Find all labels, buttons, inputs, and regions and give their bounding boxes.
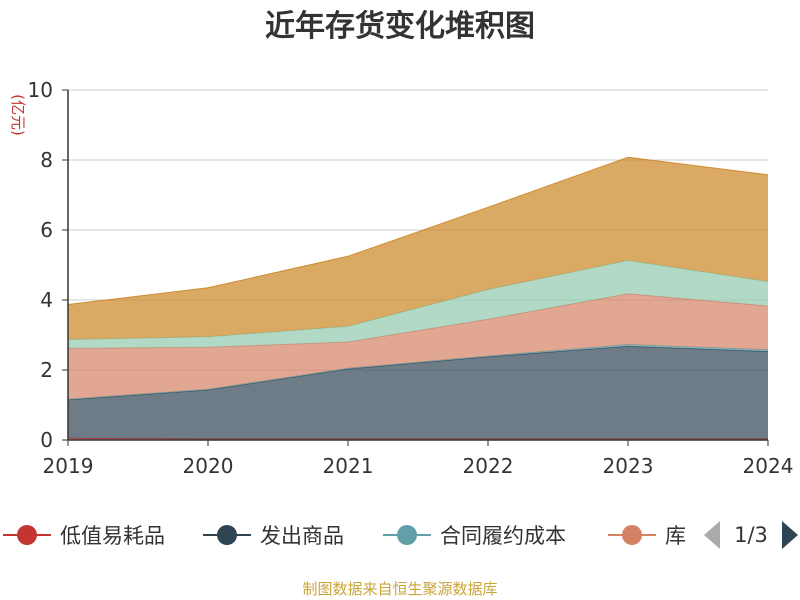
y-tick-label: 2 xyxy=(40,358,53,382)
x-tick-label: 2020 xyxy=(183,454,234,478)
x-tick-label: 2023 xyxy=(603,454,654,478)
legend-item[interactable]: 发出商品 xyxy=(203,524,344,548)
legend-item[interactable]: 库 xyxy=(608,524,686,548)
area-5 xyxy=(68,260,768,349)
legend-marker xyxy=(17,525,37,545)
area-2 xyxy=(68,346,768,439)
legend-marker xyxy=(217,525,237,545)
y-tick-label: 6 xyxy=(40,218,53,242)
y-tick-label: 4 xyxy=(40,288,53,312)
legend-prev-icon[interactable] xyxy=(704,521,720,549)
legend-label: 低值易耗品 xyxy=(60,524,165,548)
axes xyxy=(67,90,768,441)
chart-title: 近年存货变化堆积图 xyxy=(265,9,535,44)
legend-item[interactable]: 合同履约成本 xyxy=(383,524,566,548)
x-tick-label: 2021 xyxy=(323,454,374,478)
legend-marker xyxy=(397,525,417,545)
legend-marker xyxy=(622,525,642,545)
area-line-6 xyxy=(67,156,769,305)
legend-label: 库 xyxy=(665,524,686,548)
area-4 xyxy=(68,293,768,400)
y-tick-labels: 0 2 4 6 8 10 xyxy=(28,78,68,452)
x-tick-label: 2022 xyxy=(463,454,514,478)
y-axis-unit: (亿元) xyxy=(9,94,27,136)
legend-label: 合同履约成本 xyxy=(440,524,566,548)
y-tick-label: 10 xyxy=(28,78,53,102)
legend[interactable]: 低值易耗品 发出商品 合同履约成本 库 xyxy=(3,524,686,548)
x-tick-labels: 2019 2020 2021 2022 2023 2024 xyxy=(43,440,794,478)
legend-item[interactable]: 低值易耗品 xyxy=(3,524,165,548)
y-tick-label: 8 xyxy=(40,148,53,172)
area-series xyxy=(67,156,769,440)
legend-pager: 1/3 xyxy=(704,521,798,549)
legend-next-icon[interactable] xyxy=(782,521,798,549)
x-tick-label: 2019 xyxy=(43,454,94,478)
source-note: 制图数据来自恒生聚源数据库 xyxy=(302,580,497,598)
legend-page-indicator: 1/3 xyxy=(734,523,768,547)
x-tick-label: 2024 xyxy=(743,454,794,478)
y-tick-label: 0 xyxy=(40,428,53,452)
area-6 xyxy=(68,157,768,340)
legend-label: 发出商品 xyxy=(260,524,344,548)
